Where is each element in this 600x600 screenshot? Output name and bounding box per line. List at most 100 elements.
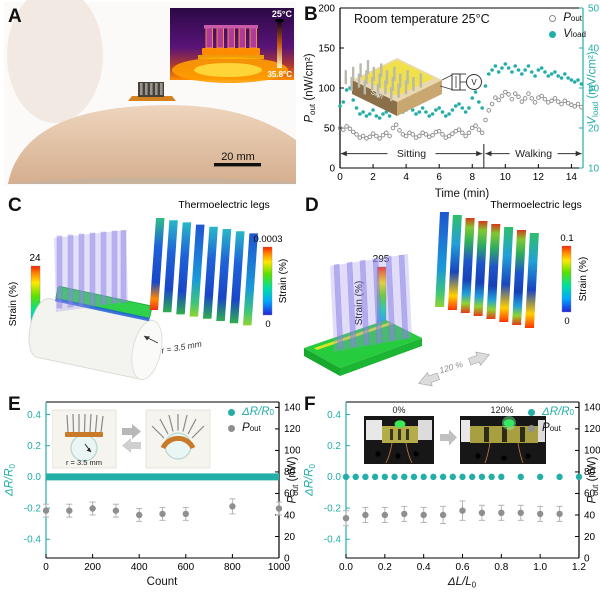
y-left-tick-label: 0 xyxy=(329,163,335,174)
y-right-tick-label: 100 xyxy=(284,446,300,457)
colorbar-max: 24 xyxy=(29,253,41,264)
data-point xyxy=(401,473,408,481)
data-point xyxy=(529,70,534,74)
y-left-tick-label: -0.4 xyxy=(24,535,42,546)
y-right-tick-label: 140 xyxy=(284,403,300,414)
legend-sym: V xyxy=(563,28,571,40)
data-point xyxy=(486,108,492,113)
x-tick-label: 14 xyxy=(566,172,578,183)
bending-photos-inset: r = 3.5 mm xyxy=(52,409,211,469)
data-point xyxy=(490,68,494,72)
data-point xyxy=(569,78,574,82)
bent-device-photo xyxy=(145,409,211,469)
data-point xyxy=(350,129,356,135)
panel-c: C xyxy=(0,190,300,390)
data-point xyxy=(555,99,561,104)
x-tick-label: 0.0 xyxy=(339,562,353,573)
data-point xyxy=(496,97,501,103)
data-point xyxy=(579,82,584,86)
y-right-tick-label: 80 xyxy=(284,467,296,478)
x-tick-label: 0.8 xyxy=(494,562,508,573)
data-point xyxy=(377,116,382,120)
ylabel-sym: ΔR/R xyxy=(303,468,316,496)
y-right-tick-label: 10 xyxy=(588,163,600,174)
swap-arrows-icon xyxy=(122,424,141,453)
filled-circle-marker-icon xyxy=(228,408,236,416)
data-point xyxy=(371,108,375,112)
y-right-tick-label: 20 xyxy=(588,123,600,134)
data-point xyxy=(387,114,392,118)
colorbar-label: Strain (%) xyxy=(8,282,19,326)
arrowhead-right-icon xyxy=(575,150,582,157)
data-point xyxy=(459,473,466,481)
data-point xyxy=(575,101,581,107)
colorbar-max: 0.0003 xyxy=(253,234,282,245)
colorbar-min: 0 xyxy=(564,316,569,327)
y-left-tick-label: 0.4 xyxy=(27,410,41,421)
data-point xyxy=(503,62,508,66)
data-point xyxy=(576,78,580,82)
ylabel-sym: P xyxy=(303,114,316,123)
data-point xyxy=(463,110,468,114)
data-point xyxy=(430,132,435,138)
legend-sub: out xyxy=(570,13,582,23)
data-point xyxy=(506,66,511,70)
data-point xyxy=(562,98,568,104)
thermal-device-pillars xyxy=(204,25,258,49)
data-point xyxy=(563,72,567,76)
data-point xyxy=(523,68,527,72)
ylabel-unit: (nW) xyxy=(586,456,599,485)
data-point xyxy=(136,511,143,519)
data-point xyxy=(526,91,531,96)
data-point xyxy=(434,108,438,112)
data-point xyxy=(450,108,455,112)
data-point xyxy=(159,510,166,518)
data-point xyxy=(546,74,551,78)
data-point xyxy=(112,507,120,514)
data-point xyxy=(460,130,465,136)
open-circle-marker-icon xyxy=(549,14,557,22)
panel-d: D 295 0 Strain (%) xyxy=(300,190,600,390)
filled-circle-marker-icon xyxy=(549,30,557,38)
data-point xyxy=(367,112,372,116)
data-point xyxy=(449,473,456,481)
y-right-tick-label: 50 xyxy=(588,3,600,14)
ylabel-unit: (nW) xyxy=(286,456,299,485)
x-tick-label: 4 xyxy=(403,172,409,183)
data-point xyxy=(483,117,488,123)
data-point xyxy=(347,126,353,132)
data-point xyxy=(397,128,402,133)
x-tick-label: 1.2 xyxy=(572,562,586,573)
colorbar-label: Strain (%) xyxy=(578,257,589,301)
data-point xyxy=(344,124,349,129)
data-point xyxy=(469,473,476,481)
data-point xyxy=(536,473,544,481)
data-point xyxy=(579,104,584,110)
arrowhead-right-icon xyxy=(476,150,483,157)
panel-e: E 0 200 400 600 800 1000 -0.4 -0.2 0.0 0.2 0.4 0 20 4… xyxy=(0,390,301,600)
chart-f-yaxis-left-label: ΔR/R0 xyxy=(303,464,317,496)
data-point xyxy=(66,507,73,514)
colorbar-label: Strain (%) xyxy=(354,281,365,325)
x-tick-label: 800 xyxy=(224,562,241,573)
data-point xyxy=(503,89,508,95)
data-point xyxy=(371,473,379,481)
data-point xyxy=(387,133,392,139)
data-point xyxy=(566,76,570,80)
data-point xyxy=(430,473,437,481)
data-point xyxy=(463,133,468,139)
data-point xyxy=(516,68,521,72)
y-right-tick-label: 80 xyxy=(584,467,596,478)
stretched-photo xyxy=(460,416,546,464)
ylabel-sym: P xyxy=(586,495,599,504)
legend-sym: P xyxy=(242,422,250,434)
ylabel-sub: out xyxy=(307,103,317,115)
fea-stretching-illustration: 295 0 Strain (%) xyxy=(304,199,589,387)
chart-b-yaxis-right-label: Vload (mV/cm²) xyxy=(586,51,600,124)
data-point xyxy=(556,473,563,481)
te-legs-strain-map xyxy=(435,212,539,328)
strain-colorbar-right: 0.1 0 Strain (%) xyxy=(560,233,589,327)
data-point xyxy=(516,94,521,100)
